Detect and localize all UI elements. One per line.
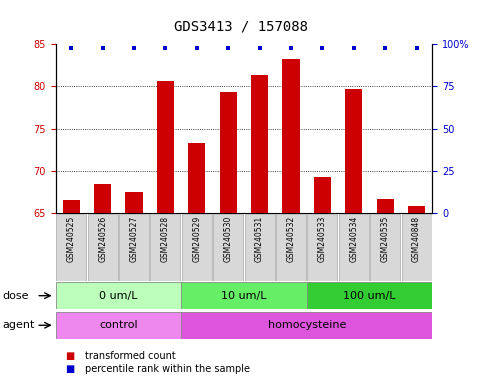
Bar — [157, 81, 174, 213]
Bar — [251, 75, 268, 213]
Text: GDS3413 / 157088: GDS3413 / 157088 — [174, 19, 309, 33]
Text: GSM240526: GSM240526 — [98, 216, 107, 262]
Text: GSM240531: GSM240531 — [255, 216, 264, 262]
Text: dose: dose — [2, 291, 29, 301]
Bar — [63, 200, 80, 213]
Bar — [408, 206, 425, 213]
Text: 100 um/L: 100 um/L — [343, 291, 396, 301]
Text: 10 um/L: 10 um/L — [221, 291, 267, 301]
Bar — [87, 214, 118, 281]
Text: GSM240533: GSM240533 — [318, 216, 327, 262]
Text: ■: ■ — [65, 364, 74, 374]
Text: ■: ■ — [65, 351, 74, 361]
Bar — [94, 184, 111, 213]
Bar — [339, 214, 369, 281]
Text: 0 um/L: 0 um/L — [99, 291, 138, 301]
Bar — [283, 60, 299, 213]
Bar — [150, 214, 181, 281]
Text: GSM240525: GSM240525 — [67, 216, 76, 262]
Text: agent: agent — [2, 320, 35, 330]
Text: GSM240848: GSM240848 — [412, 216, 421, 262]
Bar — [377, 199, 394, 213]
Bar — [307, 282, 432, 309]
Bar — [188, 143, 205, 213]
Text: GSM240529: GSM240529 — [192, 216, 201, 262]
Bar — [182, 214, 212, 281]
Text: GSM240534: GSM240534 — [349, 216, 358, 262]
Text: GSM240527: GSM240527 — [129, 216, 139, 262]
Bar — [276, 214, 306, 281]
Text: homocysteine: homocysteine — [268, 320, 346, 330]
Bar — [401, 214, 432, 281]
Text: GSM240530: GSM240530 — [224, 216, 233, 262]
Text: control: control — [99, 320, 138, 330]
Bar — [213, 214, 243, 281]
Bar — [370, 214, 400, 281]
Bar — [119, 214, 149, 281]
Bar — [56, 312, 181, 339]
Bar — [345, 89, 362, 213]
Bar — [307, 214, 338, 281]
Text: percentile rank within the sample: percentile rank within the sample — [85, 364, 250, 374]
Text: GSM240532: GSM240532 — [286, 216, 296, 262]
Bar — [181, 282, 307, 309]
Bar — [181, 312, 432, 339]
Bar — [314, 177, 331, 213]
Bar — [244, 214, 275, 281]
Text: GSM240535: GSM240535 — [381, 216, 390, 262]
Bar — [126, 192, 142, 213]
Text: GSM240528: GSM240528 — [161, 216, 170, 262]
Bar — [56, 282, 181, 309]
Bar — [56, 214, 86, 281]
Text: transformed count: transformed count — [85, 351, 175, 361]
Bar — [220, 92, 237, 213]
